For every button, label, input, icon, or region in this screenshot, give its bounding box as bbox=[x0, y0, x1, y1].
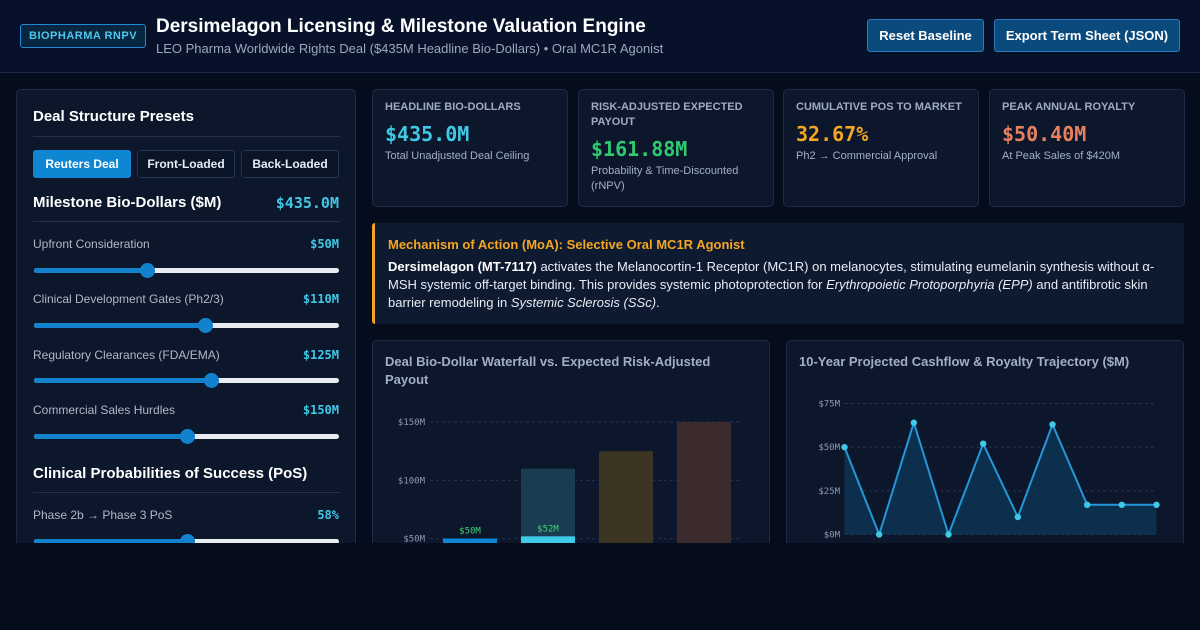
cashflow-area bbox=[844, 422, 1157, 535]
ph2b-ph3-pos-slider-label: Phase 2b → Phase 3 PoS bbox=[33, 508, 173, 522]
upfront-slider[interactable] bbox=[34, 263, 339, 278]
ph2b-ph3-pos-slider-value: 58% bbox=[317, 508, 339, 522]
y-tick-label: $25M bbox=[818, 487, 840, 497]
disease-epp: Erythropoietic Protoporphyria (EPP) bbox=[826, 277, 1033, 292]
mechanism-of-action-callout: Mechanism of Action (MoA): Selective Ora… bbox=[372, 223, 1184, 324]
moa-body: Dersimelagon (MT-7117) activates the Mel… bbox=[388, 258, 1178, 312]
slider-thumb[interactable] bbox=[139, 263, 155, 278]
cashflow-point bbox=[979, 440, 987, 447]
moa-text: . bbox=[656, 295, 660, 310]
ceiling-bar bbox=[677, 422, 731, 559]
slider-fill bbox=[34, 378, 211, 383]
cashflow-point bbox=[1049, 421, 1056, 428]
y-tick-label: $50M bbox=[818, 443, 840, 453]
pos-section-title: Clinical Probabilities of Success (PoS) bbox=[33, 465, 308, 482]
regulatory-slider-label: Regulatory Clearances (FDA/EMA) bbox=[33, 348, 220, 362]
moa-title: Mechanism of Action (MoA): Selective Ora… bbox=[388, 237, 745, 252]
waterfall-chart-title: Deal Bio-Dollar Waterfall vs. Expected R… bbox=[385, 354, 711, 387]
kpi-value: $435.0M bbox=[385, 122, 470, 146]
slider-thumb[interactable] bbox=[179, 429, 195, 444]
data-label: $52M bbox=[537, 524, 559, 534]
y-tick-label: $50M bbox=[403, 535, 425, 545]
ceiling-bar bbox=[599, 451, 653, 559]
panel-title: Deal Structure Presets bbox=[33, 108, 194, 125]
preset-reuters-deal-button[interactable]: Reuters Deal bbox=[33, 150, 131, 178]
kpi-headline-bio-dollars: HEADLINE BIO-DOLLARS $435.0M Total Unadj… bbox=[372, 89, 568, 207]
slider-thumb[interactable] bbox=[203, 373, 219, 388]
regulatory-slider[interactable] bbox=[34, 373, 339, 388]
page-title: Dersimelagon Licensing & Milestone Valua… bbox=[156, 16, 646, 37]
cashflow-point bbox=[875, 531, 883, 538]
cashflow-point bbox=[1118, 501, 1126, 509]
kpi-value: $50.40M bbox=[1002, 122, 1087, 146]
upfront-slider-value: $50M bbox=[310, 237, 339, 251]
y-tick-label: $75M bbox=[818, 400, 840, 410]
deal-structure-panel: Deal Structure Presets Reuters Deal Fron… bbox=[16, 89, 356, 549]
kpi-subtext: Probability & Time-Discounted (rNPV) bbox=[591, 165, 739, 192]
kpi-risk-adjusted-payout: RISK-ADJUSTED EXPECTED PAYOUT $161.88M P… bbox=[578, 89, 774, 207]
page-subtitle: LEO Pharma Worldwide Rights Deal ($435M … bbox=[156, 41, 664, 56]
reset-baseline-button[interactable]: Reset Baseline bbox=[867, 19, 984, 52]
export-term-sheet-button[interactable]: Export Term Sheet (JSON) bbox=[994, 19, 1180, 52]
clinical-gates-slider[interactable] bbox=[34, 318, 339, 333]
kpi-value: $161.88M bbox=[591, 137, 688, 161]
commercial-slider[interactable] bbox=[34, 429, 339, 444]
moa-text: activates the Melanocortin-1 Receptor (M… bbox=[388, 259, 1155, 292]
cashflow-point bbox=[1083, 501, 1091, 509]
y-tick-label: $150M bbox=[398, 418, 426, 428]
kpi-label: HEADLINE BIO-DOLLARS bbox=[385, 101, 521, 113]
commercial-slider-value: $150M bbox=[302, 403, 339, 417]
divider bbox=[33, 221, 340, 222]
cashflow-point bbox=[1153, 501, 1160, 509]
upfront-slider-label: Upfront Consideration bbox=[33, 237, 150, 251]
clinical-gates-slider-value: $110M bbox=[302, 292, 339, 306]
clinical-gates-slider-label: Clinical Development Gates (Ph2/3) bbox=[33, 292, 224, 306]
app-badge: BIOPHARMA RNPV bbox=[20, 24, 147, 48]
cashflow-point bbox=[1014, 513, 1022, 521]
data-label: $50M bbox=[459, 527, 481, 537]
drug-name: Dersimelagon (MT-7117) bbox=[388, 259, 537, 274]
slider-fill bbox=[34, 323, 205, 328]
cashflow-point bbox=[841, 443, 848, 451]
cashflow-point bbox=[910, 419, 918, 426]
kpi-label: PEAK ANNUAL ROYALTY bbox=[1002, 101, 1136, 113]
waterfall-chart-card: Deal Bio-Dollar Waterfall vs. Expected R… bbox=[372, 340, 770, 560]
disease-ssc: Systemic Sclerosis (SSc) bbox=[510, 295, 657, 310]
cashflow-chart-card: 10-Year Projected Cashflow & Royalty Tra… bbox=[786, 340, 1184, 560]
cashflow-point bbox=[945, 531, 952, 538]
slider-thumb[interactable] bbox=[197, 318, 213, 333]
kpi-label: RISK-ADJUSTED EXPECTED PAYOUT bbox=[591, 101, 743, 128]
y-tick-label: $0M bbox=[824, 531, 841, 541]
slider-fill bbox=[34, 539, 187, 544]
moa-text: and antifibrotic skin barrier remodeling… bbox=[388, 277, 1148, 310]
kpi-peak-annual-royalty: PEAK ANNUAL ROYALTY $50.40M At Peak Sale… bbox=[989, 89, 1185, 207]
viewport-bottom bbox=[0, 543, 1200, 630]
cashflow-chart: $0M $25M $50M $75M bbox=[818, 400, 1160, 541]
kpi-label: CUMULATIVE POS TO MARKET bbox=[796, 101, 962, 113]
kpi-subtext: Ph2 → Commercial Approval bbox=[796, 150, 938, 162]
kpi-subtext: At Peak Sales of $420M bbox=[1002, 150, 1121, 162]
cashflow-line bbox=[843, 419, 1157, 538]
kpi-value: 32.67% bbox=[796, 122, 869, 146]
milestones-section-title: Milestone Bio-Dollars ($M) bbox=[33, 194, 222, 211]
divider bbox=[33, 492, 340, 493]
slider-fill bbox=[34, 434, 187, 439]
commercial-slider-label: Commercial Sales Hurdles bbox=[33, 403, 176, 417]
waterfall-chart: $50M$100M$150M$50M$52M$33M$27M bbox=[398, 418, 741, 559]
app-header: BIOPHARMA RNPV Dersimelagon Licensing & … bbox=[0, 0, 1200, 73]
slider-fill bbox=[34, 268, 147, 273]
preset-front-loaded-button[interactable]: Front-Loaded bbox=[137, 150, 235, 178]
preset-back-loaded-button[interactable]: Back-Loaded bbox=[241, 150, 339, 178]
kpi-cumulative-pos: CUMULATIVE POS TO MARKET 32.67% Ph2 → Co… bbox=[783, 89, 979, 207]
cashflow-chart-title: 10-Year Projected Cashflow & Royalty Tra… bbox=[799, 354, 1130, 369]
regulatory-slider-value: $125M bbox=[302, 348, 339, 362]
divider bbox=[33, 136, 340, 137]
milestones-total: $435.0M bbox=[275, 194, 339, 212]
kpi-subtext: Total Unadjusted Deal Ceiling bbox=[385, 150, 530, 162]
y-tick-label: $100M bbox=[398, 476, 426, 486]
